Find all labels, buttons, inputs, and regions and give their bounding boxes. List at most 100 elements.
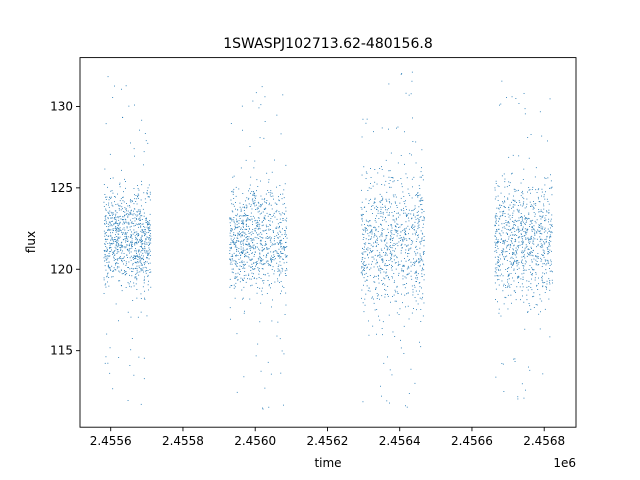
data-point [377, 212, 379, 214]
data-point [284, 234, 286, 235]
data-point [364, 270, 365, 271]
data-point [551, 250, 552, 252]
data-point [414, 221, 416, 223]
data-point [249, 298, 251, 300]
data-point [240, 229, 242, 230]
data-point [115, 216, 117, 218]
data-point [404, 232, 406, 234]
data-point [149, 244, 150, 246]
data-point [385, 207, 386, 208]
data-point [249, 146, 251, 147]
data-point [280, 239, 282, 241]
data-point [104, 217, 106, 219]
data-point [256, 190, 257, 192]
data-point [231, 228, 233, 230]
data-point [512, 212, 514, 214]
data-point [498, 312, 500, 314]
data-point [131, 275, 133, 277]
data-point [104, 244, 106, 245]
data-point [248, 257, 250, 259]
data-point [249, 245, 251, 247]
data-point [522, 196, 524, 198]
data-point [504, 181, 506, 183]
data-point [508, 278, 510, 280]
data-point [229, 307, 231, 309]
data-point [135, 195, 137, 196]
scatter-points [103, 71, 553, 410]
data-point [266, 212, 268, 214]
data-point [263, 216, 265, 218]
data-point [410, 93, 412, 95]
data-point [502, 290, 504, 292]
data-point [384, 244, 386, 246]
data-point [387, 265, 388, 266]
data-point [277, 255, 279, 256]
data-point [540, 238, 542, 240]
data-point [363, 311, 365, 313]
data-point [148, 232, 150, 233]
data-point [119, 215, 121, 217]
data-point [522, 265, 524, 266]
data-point [109, 268, 111, 270]
data-point [115, 215, 116, 217]
data-point [242, 223, 244, 225]
data-point [233, 232, 235, 234]
data-point [146, 222, 148, 224]
data-point [533, 201, 534, 202]
data-point [393, 215, 394, 217]
data-point [128, 283, 130, 285]
data-point [364, 246, 365, 248]
data-point [502, 263, 504, 265]
data-point [258, 268, 260, 269]
data-point [547, 260, 549, 262]
data-point [532, 269, 534, 271]
data-point [365, 238, 367, 240]
data-point [534, 213, 536, 215]
data-point [529, 201, 531, 203]
data-point [382, 198, 384, 200]
data-point [108, 213, 110, 214]
data-point [126, 249, 128, 250]
data-point [418, 221, 420, 222]
data-point [412, 233, 414, 235]
data-point [501, 363, 503, 364]
data-point [395, 230, 397, 231]
data-point [262, 407, 263, 409]
data-point [413, 227, 415, 228]
data-point [517, 220, 519, 222]
data-point [260, 370, 262, 372]
data-point [518, 231, 519, 233]
data-point [244, 228, 246, 230]
data-point [285, 210, 287, 212]
data-point [229, 258, 231, 260]
data-point [368, 200, 370, 202]
data-point [246, 236, 247, 238]
data-point [243, 244, 244, 246]
data-point [372, 185, 374, 187]
data-point [513, 249, 514, 251]
data-point [132, 233, 134, 235]
data-point [233, 205, 235, 207]
data-point [148, 227, 150, 228]
data-point [530, 283, 532, 285]
data-point [528, 286, 530, 287]
data-point [531, 289, 533, 291]
data-point [269, 240, 271, 242]
data-point [363, 277, 365, 279]
data-point [406, 406, 408, 408]
data-point [229, 235, 231, 237]
data-point [131, 245, 133, 247]
data-point [109, 210, 111, 212]
data-point [253, 244, 255, 246]
data-point [501, 238, 502, 240]
data-point [398, 314, 400, 315]
data-point [106, 196, 108, 198]
data-point [387, 286, 389, 287]
data-point [268, 248, 270, 250]
data-point [383, 252, 384, 253]
data-point [414, 205, 416, 207]
data-point [391, 276, 393, 277]
data-point [537, 243, 539, 245]
data-point [502, 214, 504, 216]
data-point [139, 223, 141, 225]
